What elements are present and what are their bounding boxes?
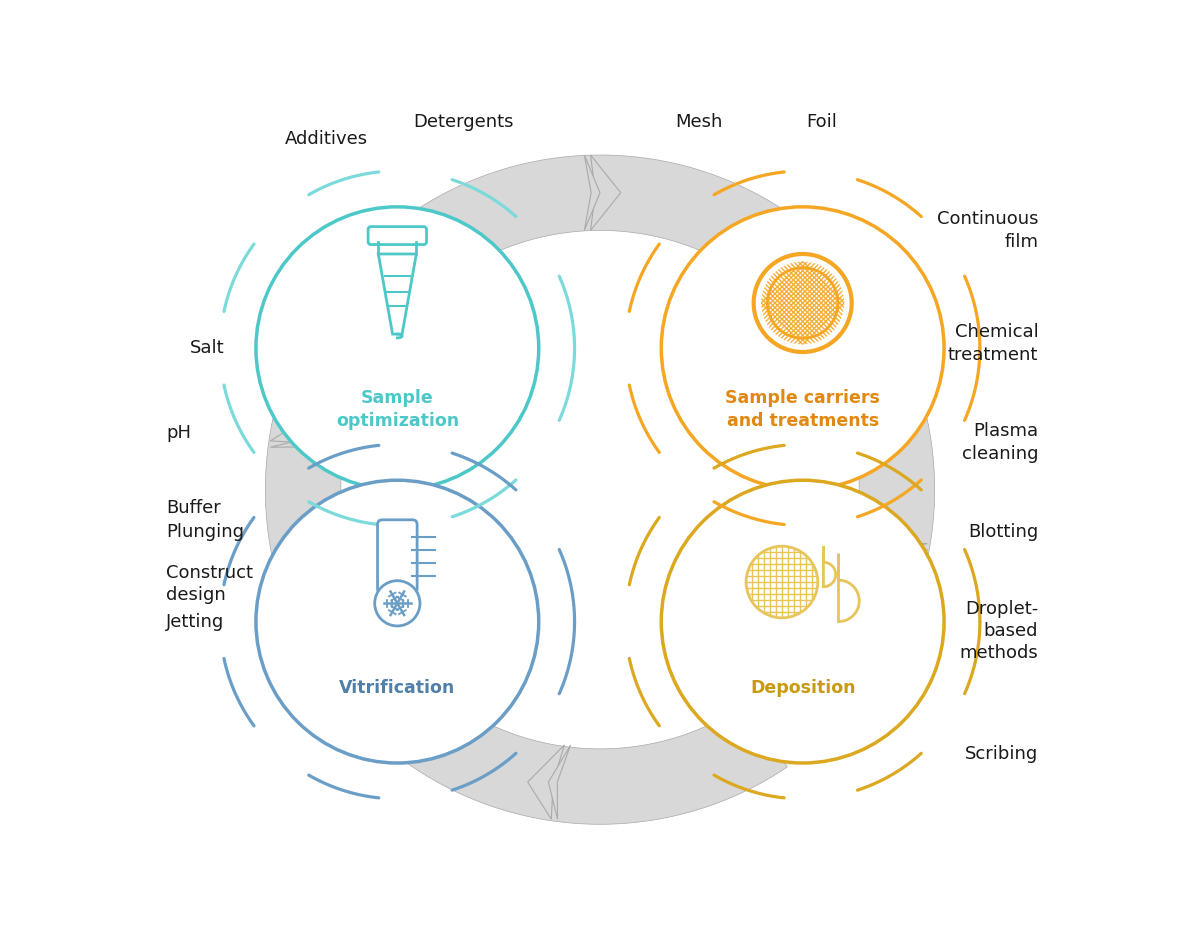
Polygon shape bbox=[265, 155, 935, 825]
Text: Buffer: Buffer bbox=[167, 499, 221, 517]
Polygon shape bbox=[528, 745, 564, 819]
Circle shape bbox=[746, 546, 817, 618]
Circle shape bbox=[256, 206, 539, 490]
Text: Droplet-
based
methods: Droplet- based methods bbox=[960, 600, 1038, 662]
Polygon shape bbox=[270, 438, 344, 460]
Text: Scribing: Scribing bbox=[965, 745, 1038, 763]
Text: Continuous
film: Continuous film bbox=[937, 210, 1038, 250]
Text: Chemical
treatment: Chemical treatment bbox=[948, 323, 1038, 363]
Text: Plasma
cleaning: Plasma cleaning bbox=[962, 422, 1038, 462]
Circle shape bbox=[661, 480, 944, 763]
Text: Blotting: Blotting bbox=[968, 523, 1038, 541]
Text: Sample
optimization: Sample optimization bbox=[336, 389, 458, 430]
Text: Jetting: Jetting bbox=[167, 612, 224, 631]
Circle shape bbox=[761, 262, 844, 344]
Polygon shape bbox=[265, 241, 426, 667]
Text: pH: pH bbox=[167, 424, 191, 442]
Circle shape bbox=[256, 480, 539, 763]
Text: Detergents: Detergents bbox=[413, 113, 514, 131]
Text: Mesh: Mesh bbox=[676, 113, 722, 131]
Polygon shape bbox=[270, 417, 344, 454]
Polygon shape bbox=[584, 155, 600, 230]
Text: Salt: Salt bbox=[190, 340, 224, 358]
Text: Foil: Foil bbox=[806, 113, 836, 131]
Text: Plunging: Plunging bbox=[167, 523, 245, 541]
Polygon shape bbox=[760, 333, 935, 753]
Text: Vitrification: Vitrification bbox=[340, 679, 456, 696]
Polygon shape bbox=[590, 155, 620, 230]
Polygon shape bbox=[317, 155, 883, 352]
Polygon shape bbox=[548, 745, 571, 819]
Circle shape bbox=[259, 148, 941, 831]
Polygon shape bbox=[853, 528, 928, 552]
Polygon shape bbox=[853, 534, 928, 573]
Text: Construct
design: Construct design bbox=[167, 564, 253, 604]
Circle shape bbox=[661, 206, 944, 490]
Polygon shape bbox=[329, 642, 787, 825]
Text: Sample carriers
and treatments: Sample carriers and treatments bbox=[725, 389, 880, 430]
Circle shape bbox=[374, 581, 420, 626]
Text: Additives: Additives bbox=[286, 130, 368, 148]
FancyBboxPatch shape bbox=[378, 520, 418, 593]
Text: Deposition: Deposition bbox=[750, 679, 856, 696]
